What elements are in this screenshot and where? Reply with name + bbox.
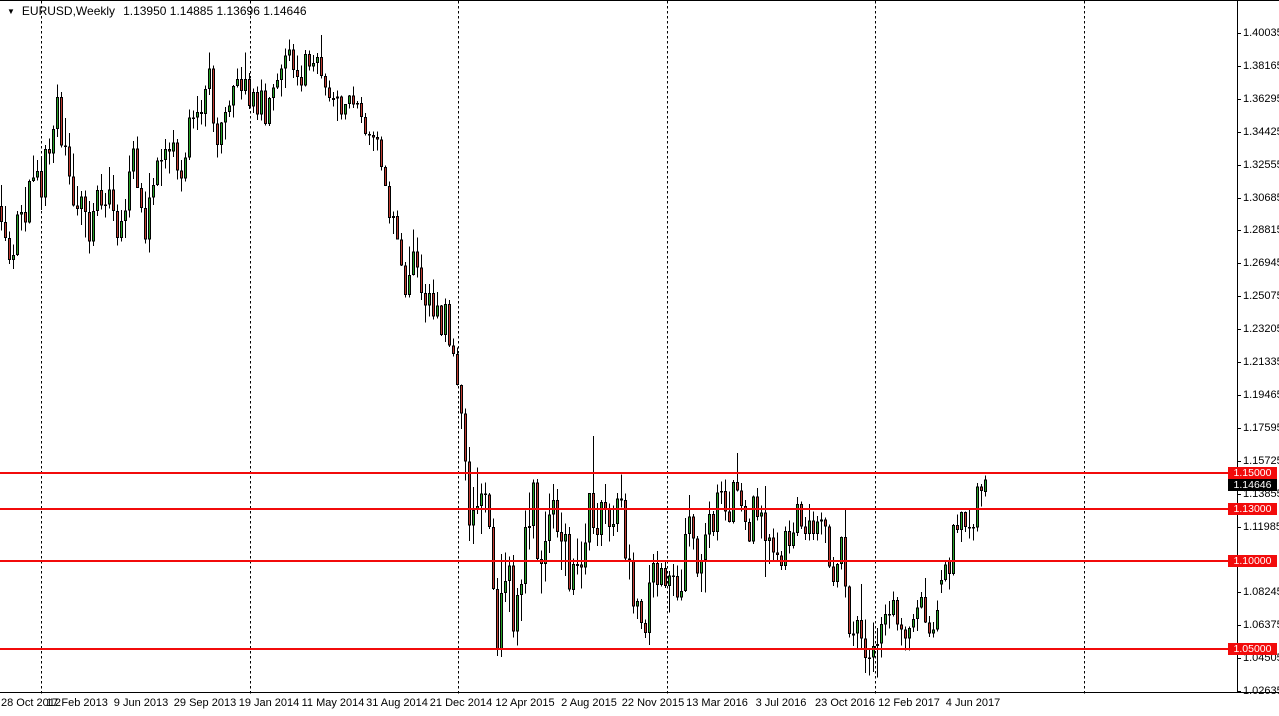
price-axis-label: 1.38165 — [1243, 60, 1279, 72]
current-price-tag: 1.14646 — [1228, 479, 1277, 491]
price-line-tag: 1.15000 — [1228, 467, 1277, 479]
time-axis-label: 4 Jun 2017 — [945, 697, 1001, 709]
collapse-arrow-icon[interactable]: ▼ — [7, 7, 15, 16]
price-axis-label: 1.25075 — [1243, 290, 1279, 302]
time-axis-label: 23 Oct 2016 — [815, 697, 875, 709]
horizontal-price-lines — [0, 472, 1237, 650]
price-axis-label: 1.30685 — [1243, 192, 1279, 204]
time-axis-label: 13 Mar 2016 — [686, 697, 748, 709]
title-ohlc-values: 1.13950 1.14885 1.13696 1.14646 — [123, 4, 307, 18]
time-axis-label: 17 Feb 2013 — [46, 697, 108, 709]
time-axis-label: 31 Aug 2014 — [366, 697, 428, 709]
price-axis-label: 1.08245 — [1243, 586, 1279, 598]
time-axis-label: 12 Feb 2017 — [878, 697, 940, 709]
price-axis-label: 1.17595 — [1243, 422, 1279, 434]
price-axis-label: 1.32555 — [1243, 159, 1279, 171]
price-axis-label: 1.19465 — [1243, 389, 1279, 401]
price-axis-label: 1.13855 — [1243, 488, 1279, 500]
time-axis-label: 29 Sep 2013 — [173, 697, 237, 709]
price-axis-label: 1.34425 — [1243, 126, 1279, 138]
time-axis-label: 2 Aug 2015 — [561, 697, 617, 709]
price-axis-label: 1.40035 — [1243, 27, 1279, 39]
time-axis-label: 3 Jul 2016 — [755, 697, 807, 709]
price-axis-label: 1.23205 — [1243, 323, 1279, 335]
price-axis-label: 1.04505 — [1243, 652, 1279, 664]
chart-title: ▼ EURUSD,Weekly 1.13950 1.14885 1.13696 1.… — [7, 4, 307, 18]
axis-borders — [0, 0, 1279, 693]
price-line-tag: 1.05000 — [1228, 643, 1277, 655]
price-axis-label: 1.28815 — [1243, 224, 1279, 236]
time-axis-label: 9 Jun 2013 — [113, 697, 169, 709]
time-axis[interactable]: 28 Oct 2012 17 Feb 2013 9 Jun 2013 29 Sep 2… — [0, 692, 1279, 716]
price-axis-label: 1.21335 — [1243, 356, 1279, 368]
time-axis-label: 22 Nov 2015 — [621, 697, 685, 709]
price-line-tag: 1.10000 — [1228, 555, 1277, 567]
time-axis-label: 11 May 2014 — [301, 697, 365, 709]
time-axis-label: 19 Jan 2014 — [238, 697, 300, 709]
price-axis-ticks — [1237, 33, 1241, 692]
price-line-tag: 1.13000 — [1228, 503, 1277, 515]
candlesticks — [0, 34, 987, 678]
price-axis[interactable]: 1.40035 1.38165 1.36295 1.34425 1.32555 1.306… — [1228, 0, 1279, 697]
time-axis-label: 12 Apr 2015 — [495, 697, 555, 709]
price-axis-label: 1.26945 — [1243, 257, 1279, 269]
price-axis-label: 1.36295 — [1243, 93, 1279, 105]
time-axis-label: 21 Dec 2014 — [429, 697, 493, 709]
price-axis-label: 1.11985 — [1243, 521, 1279, 533]
symbol-period-label: EURUSD,Weekly — [21, 4, 116, 18]
price-axis-label: 1.02635 — [1243, 685, 1279, 697]
price-axis-label: 1.15725 — [1243, 455, 1279, 467]
year-separator-lines — [41, 1, 1085, 694]
price-axis-label: 1.06375 — [1243, 619, 1279, 631]
time-axis-label: 28 Oct 2012 — [1, 697, 61, 709]
